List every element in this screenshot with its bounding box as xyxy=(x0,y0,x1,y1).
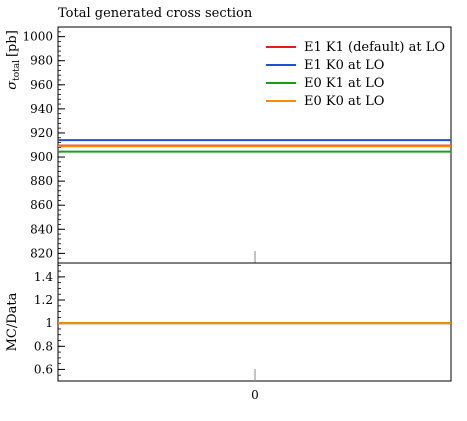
main-y-axis-label: σtotal [pb] xyxy=(5,30,22,90)
ratio-plot-frame xyxy=(57,262,452,382)
main-y-tick-label: 940 xyxy=(30,102,53,116)
main-plot-panel: 820 840 860 880 900 920 940 960 980 1000 σtotal [p… xyxy=(5,26,452,264)
ratio-y-ticks: 0.6 0.8 1 1.2 1.4 xyxy=(34,264,65,382)
x-tick-label: 0 xyxy=(251,388,259,402)
main-y-tick-label: 820 xyxy=(30,246,53,260)
ratio-y-tick-label: 0.8 xyxy=(34,339,53,353)
main-y-tick-label: 880 xyxy=(30,174,53,188)
chart-title: Total generated cross section xyxy=(58,6,253,21)
ylabel-unit: [pb] xyxy=(5,30,20,57)
legend-entry: E0 K1 at LO xyxy=(304,76,384,91)
ratio-plot-panel: 0.6 0.8 1 1.2 1.4 MC/Data 0 xyxy=(5,262,452,402)
ylabel-sigma: σ xyxy=(5,80,20,90)
main-y-tick-label: 960 xyxy=(30,78,53,92)
legend: E1 K1 (default) at LO E1 K0 at LO E0 K1 at… xyxy=(266,40,445,109)
legend-entry: E1 K1 (default) at LO xyxy=(304,40,445,55)
ratio-y-tick-label: 0.6 xyxy=(34,362,53,376)
ratio-y-tick-label: 1.4 xyxy=(34,270,53,284)
main-y-tick-label: 900 xyxy=(30,150,53,164)
legend-entry: E1 K0 at LO xyxy=(304,58,384,73)
main-y-tick-label: 860 xyxy=(30,198,53,212)
ratio-y-axis-label: MC/Data xyxy=(5,292,20,351)
main-y-tick-label: 1000 xyxy=(22,30,53,44)
main-y-ticks: 820 840 860 880 900 920 940 960 980 1000 xyxy=(22,26,65,264)
ratio-y-tick-label: 1.2 xyxy=(34,293,53,307)
main-series-lines xyxy=(58,139,451,153)
ylabel-subscript: total xyxy=(12,60,22,81)
main-y-tick-label: 840 xyxy=(30,222,53,236)
ratio-y-tick-label: 1 xyxy=(45,316,53,330)
main-y-tick-label: 980 xyxy=(30,54,53,68)
legend-entry: E0 K0 at LO xyxy=(304,94,384,109)
main-y-tick-label: 920 xyxy=(30,126,53,140)
